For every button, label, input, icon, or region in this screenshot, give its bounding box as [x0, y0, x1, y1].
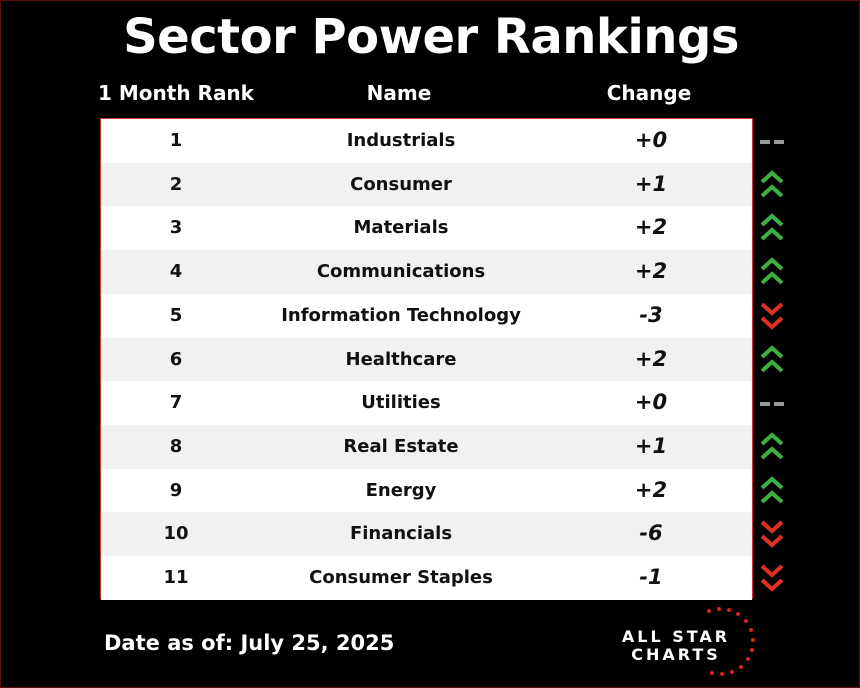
table-cell: -3: [639, 302, 663, 327]
table-cell: Industrials: [346, 130, 456, 151]
table-cell: Consumer Discretionary: [333, 173, 469, 239]
table-row: 3 Materials +2: [101, 206, 752, 251]
column-header: Change: [606, 81, 692, 105]
table-row: 9 Energy +2: [101, 468, 752, 513]
table-cell: 6: [169, 348, 183, 370]
table-row: 11 Consumer Staples -1: [101, 556, 752, 600]
table-cell: 11: [163, 567, 189, 588]
date: Date as of: July 25, 2025: [104, 631, 395, 655]
table-cell: Energy: [365, 479, 437, 501]
trend-icon: [757, 164, 789, 204]
table-cell: +2: [634, 259, 668, 284]
table-cell: Communications: [316, 261, 486, 283]
table-cell: Healthcare: [345, 348, 457, 370]
table-cell: Real Estate: [343, 435, 459, 457]
trend-icon: [757, 251, 789, 291]
table-cell: 10: [163, 523, 189, 545]
table-cell: 2: [169, 173, 183, 195]
logo-line: ALL STAR: [621, 627, 731, 646]
table-cell: 8: [169, 435, 183, 457]
table-cell: 1: [169, 130, 183, 151]
table-cell: +2: [634, 477, 668, 502]
table-row: 7 Utilities +0: [101, 381, 752, 425]
table-row: 10 Financials -6: [101, 512, 752, 556]
trend-icon: [757, 557, 789, 597]
trend-icon: [757, 295, 789, 335]
table-cell: Materials: [353, 217, 449, 239]
table-cell: -1: [639, 565, 663, 589]
table-cell: 4: [169, 261, 183, 283]
trend-icon: [757, 470, 789, 510]
table-cell: Information Technology: [281, 304, 521, 326]
table-cell: Utilities: [361, 392, 441, 414]
column-header: Name: [366, 81, 432, 105]
table-row: 6 Healthcare +2: [101, 337, 752, 382]
table: 1 Industrials +0 2 Consumer Discretionary +1 3…: [100, 118, 753, 600]
table-cell: Consumer Staples: [309, 567, 493, 588]
logo-line: CHARTS: [631, 645, 721, 664]
table-cell: Financials: [349, 523, 453, 545]
trend-icon: [757, 382, 789, 422]
table-cell: +2: [634, 346, 668, 371]
table-cell: +2: [634, 215, 668, 240]
table-cell: +0: [634, 128, 668, 152]
column-header: 1 Month Rank: [98, 81, 254, 105]
table-row: 1 Industrials +0: [101, 119, 752, 163]
table-cell: 9: [169, 479, 183, 501]
table-cell: 3: [169, 217, 183, 239]
table-cell: -6: [639, 521, 663, 546]
table-row: 4 Communications +2: [101, 250, 752, 294]
table-cell: +1: [634, 433, 668, 458]
trend-icon: [757, 207, 789, 247]
logo-stars: [707, 607, 755, 676]
table-row: 5 Information Technology -3: [101, 293, 752, 338]
trend-icon: [757, 513, 789, 553]
table-cell: 7: [169, 392, 183, 414]
table-cell: +0: [634, 390, 668, 415]
title: Sector Power Rankings: [123, 9, 739, 65]
trend-icon: [757, 339, 789, 379]
logo: ALL STAR CHARTS: [621, 605, 761, 679]
table-row: 8 Real Estate +1: [101, 424, 752, 469]
table-row: 2 Consumer Discretionary +1: [101, 162, 752, 239]
table-cell: +1: [634, 171, 668, 196]
trend-icon: [757, 426, 789, 466]
table-cell: 5: [169, 304, 183, 326]
trend-icon: [757, 120, 789, 160]
